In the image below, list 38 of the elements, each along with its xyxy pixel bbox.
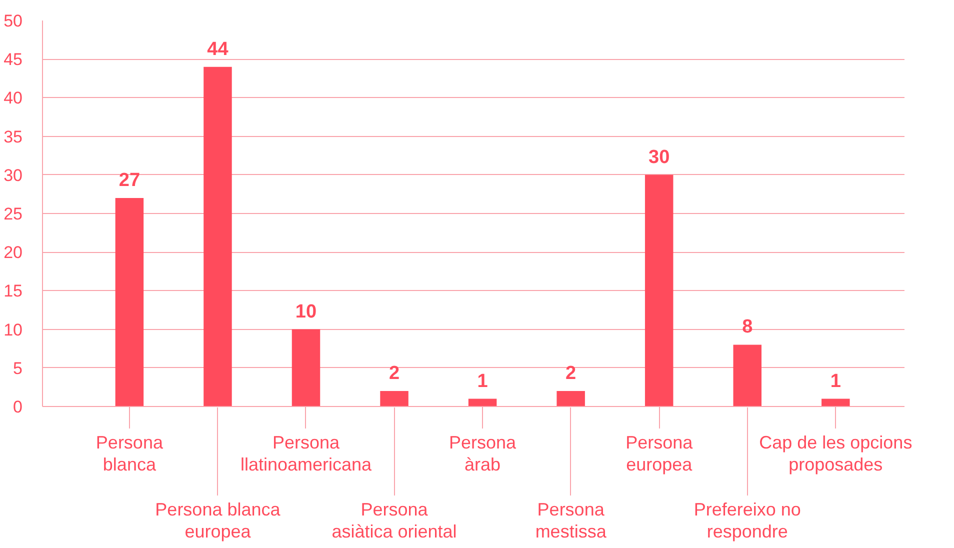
data-label: 2 (566, 363, 576, 384)
y-tick-label: 10 (4, 320, 23, 340)
data-label: 44 (207, 38, 229, 60)
x-tick-label: Cap de les opcions proposades (759, 432, 912, 474)
x-tick-label: Prefereixo no respondre (694, 500, 801, 542)
y-tick-label: 35 (4, 127, 23, 146)
x-tick-label: Persona asiàtica oriental (332, 500, 457, 542)
bar (468, 398, 497, 406)
bar (822, 398, 850, 406)
data-label: 8 (742, 316, 753, 338)
x-tick-label: Persona europea (626, 432, 694, 474)
bar (204, 66, 232, 406)
data-label: 1 (477, 370, 488, 392)
x-tick-label: Persona llatinoamericana (240, 432, 373, 474)
y-tick-label: 30 (4, 166, 23, 185)
y-tick-label: 45 (4, 50, 23, 70)
y-tick-label: 5 (13, 358, 23, 378)
y-tick-label: 20 (4, 243, 23, 262)
bar (292, 329, 320, 406)
y-tick-label: 0 (13, 398, 23, 416)
bar (115, 198, 144, 406)
x-tick-label: Persona mestissa (535, 500, 608, 542)
y-tick-label: 50 (4, 12, 23, 30)
bar (380, 391, 408, 406)
data-label: 30 (648, 146, 670, 168)
y-tick-label: 15 (4, 282, 23, 301)
y-tick-label: 25 (4, 204, 23, 224)
x-tick-label: Persona àrab (449, 432, 518, 474)
x-tick-label: Persona blanca europea (155, 500, 282, 542)
y-tick-label: 40 (4, 88, 23, 108)
bar (556, 391, 585, 406)
data-label: 1 (830, 370, 842, 392)
bar (644, 174, 674, 406)
data-label: 10 (295, 301, 317, 322)
data-label: 2 (388, 363, 400, 384)
data-label: 27 (118, 170, 140, 192)
bar (733, 344, 762, 406)
x-tick-label: Persona blanca (96, 432, 164, 474)
